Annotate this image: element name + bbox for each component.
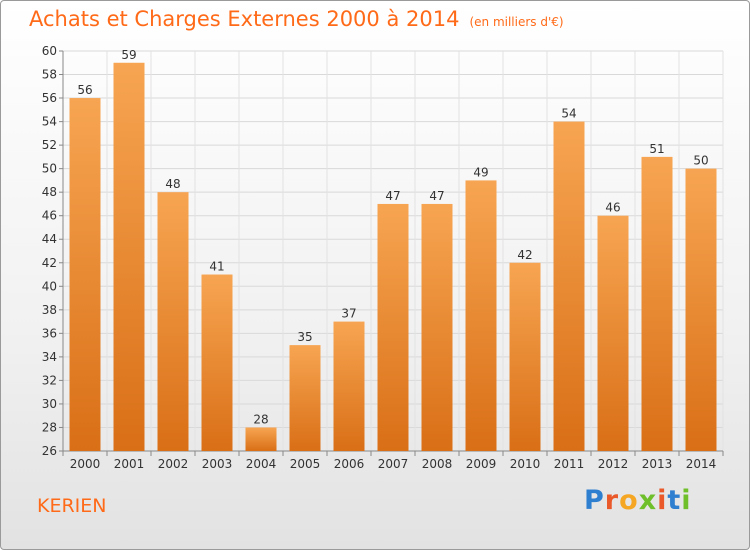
x-tick-label: 2007 xyxy=(378,457,409,471)
y-tick-label: 56 xyxy=(42,91,57,105)
data-label: 37 xyxy=(341,307,356,321)
x-tick-label: 2006 xyxy=(334,457,365,471)
logo-letter: r xyxy=(604,485,620,516)
y-tick-label: 34 xyxy=(42,350,57,364)
chart-title-text: Achats et Charges Externes 2000 à 2014 xyxy=(29,7,460,31)
x-tick-label: 2011 xyxy=(554,457,585,471)
logo-letter: i xyxy=(681,485,692,516)
logo-letter: t xyxy=(667,485,682,516)
data-label: 28 xyxy=(253,412,268,426)
x-tick-label: 2004 xyxy=(246,457,277,471)
x-tick-label: 2005 xyxy=(290,457,321,471)
bar xyxy=(157,192,189,452)
x-tick-label: 2014 xyxy=(686,457,717,471)
data-label: 48 xyxy=(165,177,180,191)
bar xyxy=(245,427,277,451)
bar xyxy=(201,274,233,451)
data-label: 54 xyxy=(561,107,576,121)
chart-title: Achats et Charges Externes 2000 à 2014 (e… xyxy=(29,7,564,31)
x-tick-label: 2013 xyxy=(642,457,673,471)
bar xyxy=(553,121,585,452)
y-tick-label: 42 xyxy=(42,256,57,270)
data-label: 51 xyxy=(649,142,664,156)
y-tick-label: 52 xyxy=(42,138,57,152)
x-tick-label: 2010 xyxy=(510,457,541,471)
logo-letter: o xyxy=(619,485,639,516)
y-tick-label: 48 xyxy=(42,185,57,199)
x-tick-label: 2003 xyxy=(202,457,233,471)
y-tick-label: 54 xyxy=(42,115,57,129)
bar xyxy=(421,203,453,451)
x-tick-label: 2008 xyxy=(422,457,453,471)
logo-letter: i xyxy=(657,485,668,516)
bar xyxy=(509,262,541,451)
logo-letter: x xyxy=(638,485,658,516)
x-tick-label: 2000 xyxy=(70,457,101,471)
logo-letter: P xyxy=(584,485,605,516)
x-tick-label: 2012 xyxy=(598,457,629,471)
y-tick-label: 26 xyxy=(42,444,57,458)
y-tick-label: 44 xyxy=(42,232,57,246)
y-tick-label: 40 xyxy=(42,279,57,293)
bar xyxy=(685,168,717,451)
bar xyxy=(289,345,321,451)
data-label: 49 xyxy=(473,165,488,179)
y-tick-label: 32 xyxy=(42,373,57,387)
bar xyxy=(377,203,409,451)
bar xyxy=(465,180,497,452)
y-tick-label: 60 xyxy=(42,44,57,58)
data-label: 59 xyxy=(121,48,136,62)
y-tick-label: 36 xyxy=(42,326,57,340)
proxiti-logo: Proxiti xyxy=(584,485,692,516)
data-label: 35 xyxy=(297,330,312,344)
chart-subtitle: (en milliers d'€) xyxy=(469,15,564,29)
x-tick-label: 2009 xyxy=(466,457,497,471)
city-name: KERIEN xyxy=(37,495,107,517)
data-label: 46 xyxy=(605,201,620,215)
bar xyxy=(113,62,145,451)
data-label: 56 xyxy=(77,83,92,97)
data-label: 47 xyxy=(385,189,400,203)
x-tick-label: 2002 xyxy=(158,457,189,471)
data-label: 42 xyxy=(517,248,532,262)
bar xyxy=(641,156,673,451)
data-label: 41 xyxy=(209,260,224,274)
y-tick-label: 58 xyxy=(42,68,57,82)
y-tick-label: 30 xyxy=(42,397,57,411)
y-tick-label: 50 xyxy=(42,162,57,176)
y-tick-label: 46 xyxy=(42,209,57,223)
bar xyxy=(597,215,629,451)
y-tick-label: 38 xyxy=(42,303,57,317)
bar xyxy=(333,321,365,451)
x-tick-label: 2001 xyxy=(114,457,145,471)
data-label: 50 xyxy=(693,154,708,168)
bar xyxy=(69,98,101,451)
data-label: 47 xyxy=(429,189,444,203)
y-tick-label: 28 xyxy=(42,420,57,434)
